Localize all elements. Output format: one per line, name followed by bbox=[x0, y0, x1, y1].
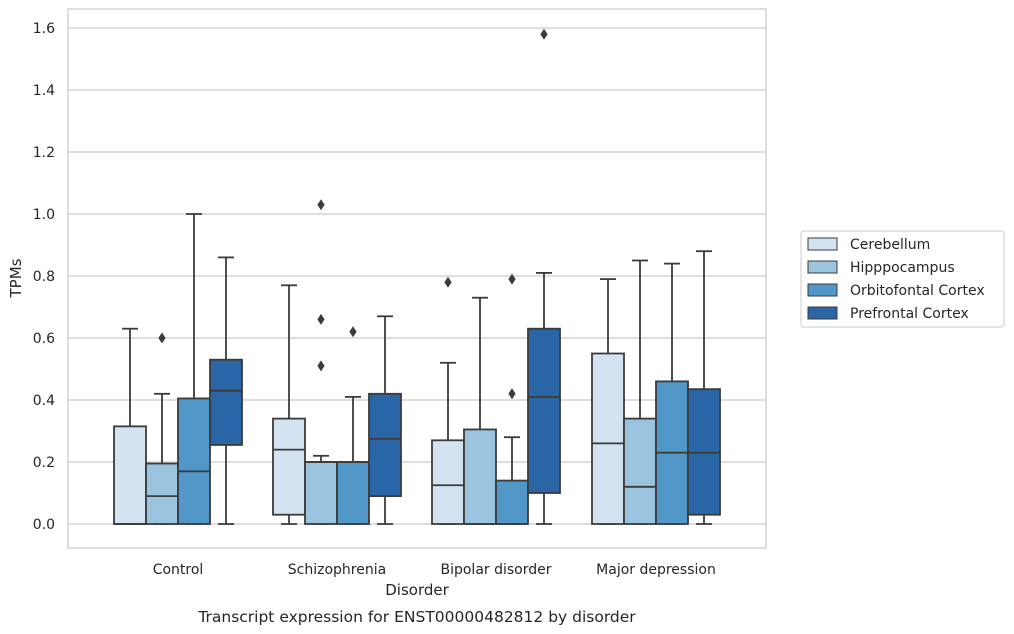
x-tick-labels: Control Schizophrenia Bipolar disorder Majo… bbox=[153, 562, 716, 578]
x-tick-label: Bipolar disorder bbox=[440, 562, 551, 578]
box-body bbox=[463, 428, 497, 525]
outlier-point bbox=[540, 28, 548, 40]
box-body bbox=[527, 327, 561, 494]
box-body bbox=[431, 439, 465, 525]
legend-label: Hipppocampus bbox=[850, 260, 955, 276]
y-tick-label: 0.4 bbox=[33, 393, 55, 409]
outlier-point bbox=[158, 332, 166, 344]
box-body bbox=[591, 352, 625, 525]
box-3-0 bbox=[591, 278, 625, 525]
box-3-2 bbox=[655, 262, 689, 525]
outlier-point bbox=[444, 276, 452, 288]
box-body bbox=[495, 479, 529, 525]
box-1-3 bbox=[368, 315, 402, 525]
legend-label: Orbitofontal Cortex bbox=[850, 283, 985, 299]
outlier-point bbox=[349, 326, 357, 338]
box-2-0 bbox=[431, 276, 465, 525]
y-tick-labels: 0.0 0.2 0.4 0.6 0.8 1.0 1.2 1.4 1.6 bbox=[33, 21, 55, 533]
box-body bbox=[304, 461, 338, 525]
x-axis-title: Disorder bbox=[385, 581, 449, 599]
box-3-3 bbox=[687, 250, 721, 525]
box-body bbox=[209, 358, 243, 446]
outlier-point bbox=[317, 360, 325, 372]
y-axis-title: TPMs bbox=[7, 258, 25, 298]
outlier-point bbox=[508, 273, 516, 285]
x-tick-label: Schizophrenia bbox=[288, 562, 386, 578]
y-tick-label: 0.8 bbox=[33, 269, 55, 285]
box-body bbox=[623, 417, 657, 525]
y-tick-label: 1.6 bbox=[33, 21, 55, 37]
box-3-1 bbox=[623, 259, 657, 525]
box-2-3 bbox=[527, 28, 561, 525]
y-tick-label: 0.2 bbox=[33, 455, 55, 471]
box-body bbox=[145, 462, 179, 525]
box-1-2 bbox=[336, 326, 370, 525]
y-tick-label: 1.4 bbox=[33, 83, 55, 99]
box-body bbox=[113, 425, 147, 525]
box-1-0 bbox=[272, 284, 306, 525]
legend-swatch bbox=[807, 260, 838, 274]
box-2-2 bbox=[495, 273, 529, 525]
legend-swatch bbox=[807, 283, 838, 297]
box-body bbox=[177, 397, 211, 525]
outlier-point bbox=[508, 388, 516, 400]
box-2-1 bbox=[463, 296, 497, 525]
chart-caption: Transcript expression for ENST0000048281… bbox=[197, 608, 636, 626]
outlier-point bbox=[317, 313, 325, 325]
legend-swatch bbox=[807, 237, 838, 251]
box-0-3 bbox=[209, 256, 243, 525]
legend-label: Cerebellum bbox=[850, 237, 930, 253]
plot-frame bbox=[67, 8, 767, 549]
box-body bbox=[272, 417, 306, 516]
legend-frame bbox=[800, 230, 1005, 328]
outlier-point bbox=[317, 199, 325, 211]
box-body bbox=[368, 392, 402, 497]
y-tick-label: 0.6 bbox=[33, 331, 55, 347]
x-tick-label: Major depression bbox=[596, 562, 716, 578]
box-0-2 bbox=[177, 213, 211, 525]
box-groups bbox=[113, 28, 721, 525]
legend-swatch bbox=[807, 306, 838, 320]
y-tick-label: 1.0 bbox=[33, 207, 55, 223]
x-tick-label: Control bbox=[153, 562, 204, 578]
box-0-1 bbox=[145, 332, 179, 525]
legend-label: Prefrontal Cortex bbox=[850, 306, 969, 322]
box-0-0 bbox=[113, 327, 147, 525]
box-1-1 bbox=[304, 199, 338, 525]
box-body bbox=[336, 461, 370, 525]
legend: Cerebellum Hipppocampus Orbitofontal Corte… bbox=[800, 230, 1005, 328]
y-tick-label: 0.0 bbox=[33, 517, 55, 533]
y-tick-label: 1.2 bbox=[33, 145, 55, 161]
